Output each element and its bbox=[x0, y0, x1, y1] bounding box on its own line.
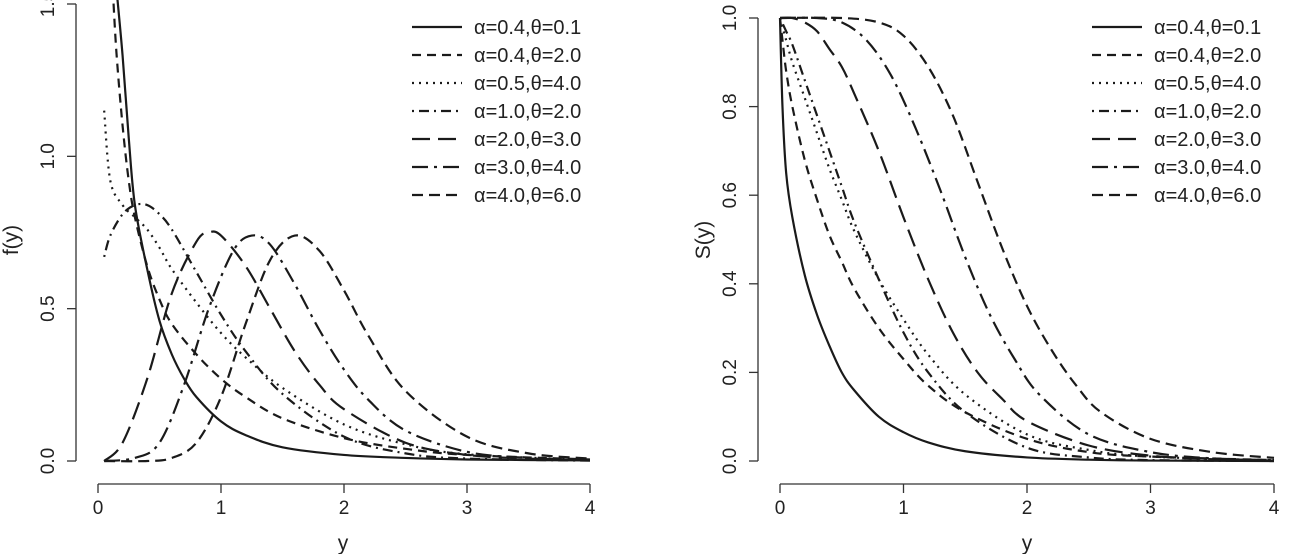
survival-legend-label-2: α=0.4,θ=2.0 bbox=[1154, 45, 1261, 67]
pdf-series-line-4 bbox=[103, 202, 591, 462]
pdf-x-tick-label: 3 bbox=[462, 498, 473, 519]
pdf-xlabel: y bbox=[338, 532, 349, 554]
survival-legend-label-6: α=3.0,θ=4.0 bbox=[1154, 157, 1261, 179]
survival-x-tick-label: 3 bbox=[1145, 498, 1156, 519]
pdf-legend-label-1: α=0.4,θ=0.1 bbox=[474, 17, 581, 39]
survival-legend-label-7: α=4.0,θ=6.0 bbox=[1154, 185, 1261, 207]
survival-ylabel: S(y) bbox=[692, 221, 715, 260]
survival-series-line-6 bbox=[779, 16, 1275, 462]
survival-series-line-7 bbox=[779, 16, 1275, 459]
survival-series-line-2 bbox=[778, 17, 1275, 462]
pdf-series-group bbox=[103, 0, 591, 463]
pdf-x-tick-label: 0 bbox=[93, 498, 104, 519]
pdf-y-tick-label: 1.0 bbox=[38, 143, 59, 169]
survival-y-tick-label: 0.6 bbox=[720, 182, 741, 208]
survival-axes: 0 1 2 3 4 0.0 0.2 0.4 0.6 0.8 1.0 bbox=[720, 5, 1280, 519]
pdf-legend-label-2: α=0.4,θ=2.0 bbox=[474, 45, 581, 67]
survival-legend-label-1: α=0.4,θ=0.1 bbox=[1154, 17, 1261, 39]
pdf-legend-label-3: α=0.5,θ=4.0 bbox=[474, 73, 581, 95]
pdf-axes: 0 1 2 3 4 0.0 0.5 1.0 1.5 bbox=[38, 0, 596, 519]
survival-series-line-5 bbox=[779, 16, 1275, 462]
survival-y-tick-label: 0.8 bbox=[720, 93, 741, 119]
pdf-series-line-7 bbox=[104, 234, 591, 463]
survival-series-line-1 bbox=[778, 17, 1275, 463]
pdf-legend-label-5: α=2.0,θ=3.0 bbox=[474, 129, 581, 151]
pdf-y-tick-label: 0.0 bbox=[38, 448, 59, 474]
pdf-legend-label-4: α=1.0,θ=2.0 bbox=[474, 101, 581, 123]
survival-legend: α=0.4,θ=0.1 α=0.4,θ=2.0 α=0.5,θ=4.0 α=1.0,θ… bbox=[1092, 17, 1261, 207]
survival-x-tick-label: 4 bbox=[1269, 498, 1280, 519]
pdf-x-tick-label: 1 bbox=[216, 498, 227, 519]
survival-y-tick-label: 1.0 bbox=[720, 5, 741, 31]
pdf-series-line-5 bbox=[103, 230, 591, 462]
survival-x-tick-label: 1 bbox=[898, 498, 909, 519]
pdf-x-tick-label: 4 bbox=[585, 498, 596, 519]
pdf-y-tick-label: 1.5 bbox=[38, 0, 59, 17]
survival-legend-label-5: α=2.0,θ=3.0 bbox=[1154, 129, 1261, 151]
pdf-chart: 0 1 2 3 40.00.51.01.5 y f(y) α=0.4,θ=0.1α=0.… bbox=[0, 0, 596, 555]
pdf-x-tick-label: 2 bbox=[339, 498, 350, 519]
pdf-ylabel: f(y) bbox=[0, 225, 23, 255]
survival-y-tick-label: 0.2 bbox=[720, 359, 741, 385]
pdf-legend-label-7: α=4.0,θ=6.0 bbox=[474, 185, 581, 207]
pdf-y-tick-label: 0.5 bbox=[38, 295, 59, 321]
survival-x-tick-label: 2 bbox=[1022, 498, 1033, 519]
survival-x-tick-label: 0 bbox=[775, 498, 786, 519]
survival-y-tick-label: 0.4 bbox=[720, 270, 741, 297]
survival-legend-label-3: α=0.5,θ=4.0 bbox=[1154, 73, 1261, 95]
pdf-series-line-2 bbox=[112, 0, 591, 461]
pdf-legend: α=0.4,θ=0.1 α=0.4,θ=2.0 α=0.5,θ=4.0 α=1.0,θ… bbox=[412, 17, 581, 207]
survival-chart: 0 1 2 3 4 0.0 0.2 0.4 0.6 0.8 1.0 y S(y) α=0.4,θ=0… bbox=[692, 5, 1280, 555]
pdf-series-line-1 bbox=[116, 0, 591, 462]
pdf-series-line-6 bbox=[104, 234, 591, 463]
survival-xlabel: y bbox=[1022, 532, 1033, 554]
pdf-legend-label-6: α=3.0,θ=4.0 bbox=[474, 157, 581, 179]
survival-y-tick-label: 0.0 bbox=[720, 448, 741, 474]
survival-legend-label-4: α=1.0,θ=2.0 bbox=[1154, 101, 1261, 123]
survival-series-group bbox=[778, 16, 1275, 463]
